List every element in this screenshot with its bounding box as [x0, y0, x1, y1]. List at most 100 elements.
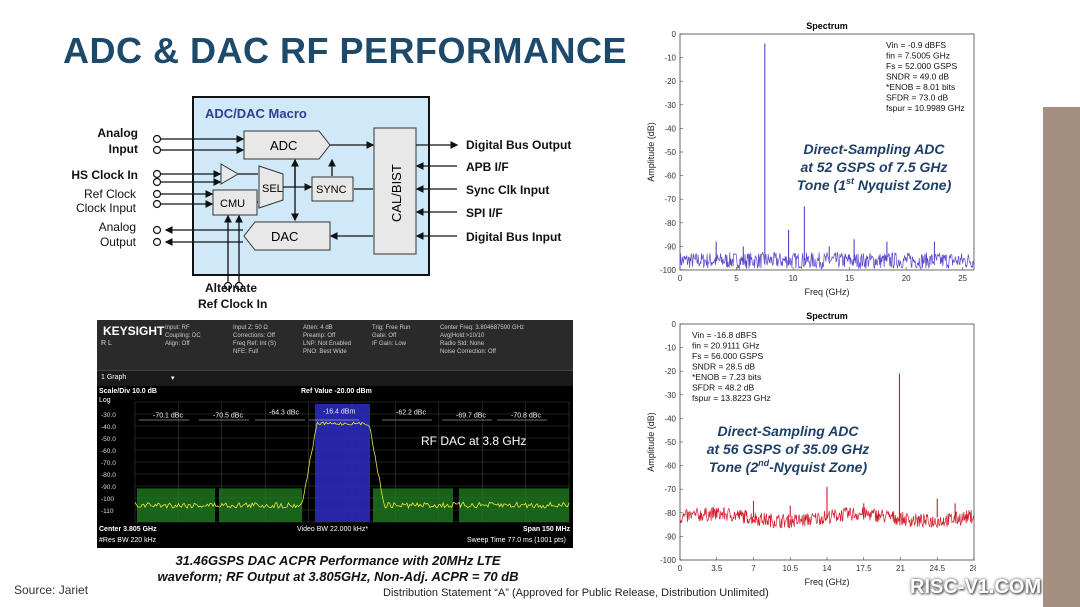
chart-caption-line: at 52 GSPS of 7.5 GHz [800, 159, 947, 175]
stats-line: Fs = 52.000 GSPS [886, 61, 957, 71]
y-tick-label: -40 [664, 414, 676, 423]
x-tick-label: 24.5 [929, 564, 945, 573]
apb-label: APB I/F [466, 160, 509, 174]
sel-label: SEL [262, 183, 283, 195]
sync-label: SYNC [316, 184, 347, 196]
chart-title: Spectrum [806, 21, 848, 31]
acpr-label: -70.5 dBc [213, 413, 243, 420]
spectrum-analyzer-screenshot: KEYSIGHT R L Input: RF Coupling: DC Alig… [97, 320, 573, 548]
y-tick-label: -70 [664, 485, 676, 494]
header-col-atten: Atten: 4 dB Preamp: Off LNP: Not Enabled… [303, 325, 352, 355]
analyzer-header: KEYSIGHT R L Input: RF Coupling: DC Alig… [97, 320, 573, 370]
stats-line: fin = 7.5005 GHz [886, 51, 950, 61]
stats-line: Fs = 56.000 GSPS [692, 351, 763, 361]
dac-caption: 31.46GSPS DAC ACPR Performance with 20MH… [118, 553, 558, 585]
acpr-label: -62.2 dBc [396, 410, 426, 417]
stats-line: Vin = -16.8 dBFS [692, 330, 757, 340]
chart-caption-line: Direct-Sampling ADC [803, 141, 945, 157]
analog-input-label-2: Input [109, 142, 138, 156]
watermark: RISC-V1.COM [910, 576, 1042, 598]
sel-block [258, 165, 284, 209]
x-tick-label: 0 [678, 564, 683, 573]
acpr-label: -70.8 dBc [511, 413, 541, 420]
main-channel-region [315, 404, 370, 522]
y-tick-label: -20 [664, 367, 676, 376]
x-tick-label: 3.5 [711, 564, 723, 573]
dac-block [243, 221, 331, 251]
acpr-label: -16.4 dBm [323, 409, 355, 416]
stats-line: SFDR = 73.0 dB [886, 93, 948, 103]
analog-input-label-1: Analog [97, 126, 138, 140]
graph-dropdown-icon[interactable]: ▾ [171, 375, 175, 382]
y-tick-label: -40 [664, 124, 676, 133]
log-label: Log [99, 397, 111, 404]
y-tick-label: -70 [664, 195, 676, 204]
side-accent-bar [1043, 107, 1080, 607]
y-axis-label: Amplitude (dB) [646, 412, 656, 472]
x-tick-label: 5 [734, 274, 739, 283]
stats-line: Vin = -0.9 dBFS [886, 40, 946, 50]
res-bw-label: #Res BW 220 kHz [99, 537, 157, 544]
acpr-label: -69.7 dBc [456, 413, 486, 420]
stats-line: SNDR = 28.5 dB [692, 362, 755, 372]
stats-line: fin = 20.9111 GHz [692, 341, 760, 351]
y-tick-label: -50 [664, 438, 676, 447]
adc-dac-block-diagram: ADC/DAC Macro ADC DAC SEL CMU SYNC CAL/B… [71, 96, 571, 311]
calbist-label: CAL/BIST [389, 164, 404, 222]
chart-caption-line: at 56 GSPS of 35.09 GHz [707, 441, 870, 457]
x-tick-label: 0 [678, 274, 683, 283]
x-tick-label: 28 [970, 564, 976, 573]
sync-clk-label: Sync Clk Input [466, 183, 549, 197]
video-bw-label: Video BW 22.000 kHz* [297, 526, 369, 533]
alt-ref-clock-label-1: Alternate [205, 281, 257, 295]
y-tick-label: 0 [672, 30, 677, 39]
stats-line: SNDR = 49.0 dB [886, 72, 949, 82]
adc-spectrum-chart-1: Spectrum 0 -10 -20 -30 -40 -50 -60 -70 -80 -90 -100… [646, 21, 975, 297]
center-freq-label: Center 3.805 GHz [99, 526, 157, 533]
sa-y-tick-label: -70.0 [101, 460, 116, 467]
digital-bus-output-label: Digital Bus Output [466, 138, 571, 152]
acpr-label: -64.3 dBc [269, 410, 299, 417]
page-title: ADC & DAC RF PERFORMANCE [63, 30, 627, 71]
calbist-block [373, 127, 417, 255]
scale-label: Scale/Div 10.0 dB [99, 388, 157, 395]
rf-dac-annotation: RF DAC at 3.8 GHz [421, 434, 527, 448]
y-tick-label: -60 [664, 172, 676, 181]
adc-block [243, 130, 331, 160]
header-col-corrections: Input Z: 50 Ω Corrections: Off Freq Ref:… [233, 325, 277, 355]
acpr-label: -70.1 dBc [153, 413, 183, 420]
sa-trace [134, 421, 570, 510]
y-tick-label: -100 [660, 556, 677, 565]
analog-output-label-1: Analog [99, 220, 136, 234]
sa-y-tick-label: -50.0 [101, 436, 116, 443]
adc-spectrum-chart-2: Spectrum 0 -10 -20 -30 -40 -50 -60 -70 -80 -90 -100… [646, 311, 976, 587]
y-tick-label: -10 [664, 344, 676, 353]
y-tick-label: -60 [664, 462, 676, 471]
graph-selector[interactable]: 1 Graph ▾ [97, 370, 573, 387]
chart-caption-line: Direct-Sampling ADC [717, 423, 859, 439]
rl-indicator: R L [101, 340, 112, 347]
x-tick-label: 25 [958, 274, 967, 283]
ref-clock-label-1: Ref Clock [84, 187, 137, 201]
alt-ref-clock-label-2: Ref Clock In [198, 297, 267, 311]
dac-caption-line-2: waveform; RF Output at 3.805GHz, Non-Adj… [157, 569, 519, 584]
x-tick-label: 10.5 [782, 564, 798, 573]
stats-line: fspur = 10.9989 GHz [886, 103, 965, 113]
acpr-region [219, 488, 302, 522]
y-tick-label: -30 [664, 391, 676, 400]
distribution-statement: Distribution Statement “A” (Approved for… [383, 587, 769, 599]
adc-label: ADC [270, 138, 297, 153]
sa-y-tick-label: -80.0 [101, 472, 116, 479]
stats-line: SFDR = 48.2 dB [692, 383, 754, 393]
x-axis-label: Freq (GHz) [805, 577, 850, 587]
macro-label: ADC/DAC Macro [205, 106, 307, 121]
y-tick-label: -80 [664, 219, 676, 228]
stats-line: *ENOB = 8.01 bits [886, 82, 955, 92]
sa-y-tick-label: -40.0 [101, 424, 116, 431]
sa-y-tick-label: -110 [101, 508, 114, 515]
y-tick-label: -90 [664, 242, 676, 251]
sa-y-tick-label: -100 [101, 496, 114, 503]
header-col-center: Center Freq: 3.804687500 GHz Avg|Hold:>1… [440, 325, 525, 355]
sa-y-tick-label: -60.0 [101, 448, 116, 455]
sa-y-tick-label: -90.0 [101, 484, 116, 491]
